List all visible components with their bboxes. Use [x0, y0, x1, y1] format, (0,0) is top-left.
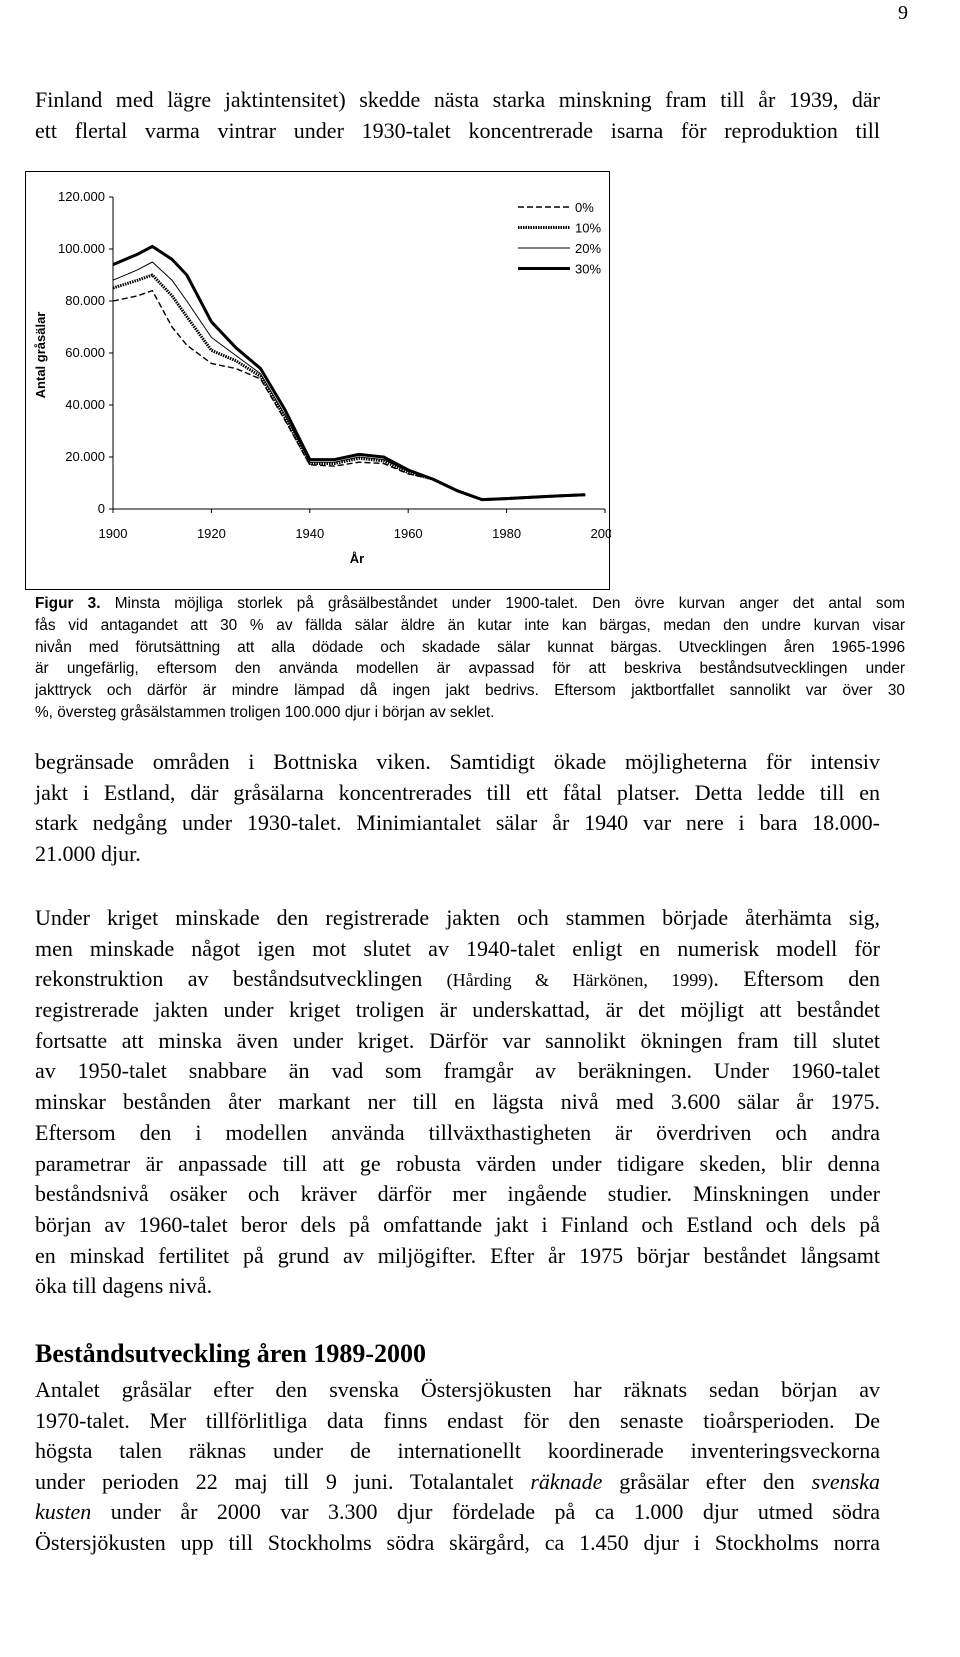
text-run: Figur 3.: [35, 595, 101, 612]
text-line: är ungefärlig, eftersom den använda mode…: [35, 660, 905, 678]
text-run: (Hårding & Härkönen, 1999): [446, 970, 714, 991]
intro-paragraph: Finland med lägre jaktintensitet) skedde…: [35, 85, 880, 146]
text-line: %, översteg gråsälstammen troligen 100.0…: [35, 703, 495, 721]
section-heading: Beståndsutveckling åren 1989-2000: [35, 1339, 426, 1368]
paragraph: Antalet gråsälar efter den svenska Öster…: [35, 1375, 880, 1559]
y-tick-label: 0: [98, 501, 105, 516]
x-axis-label: År: [350, 551, 364, 566]
page-number: 9: [898, 2, 908, 24]
figure-caption: Figur 3. Minsta möjliga storlek på gråsä…: [35, 593, 905, 724]
x-tick-label: 1980: [492, 526, 521, 541]
text-run: under år 2000 var 3.300 djur fördelade p…: [91, 1499, 880, 1525]
text-line: men minskade något igen mot slutet av 19…: [35, 935, 880, 961]
x-tick-label: 1900: [99, 526, 128, 541]
legend-label: 10%: [575, 221, 601, 236]
legend-label: 0%: [575, 200, 594, 215]
text-line: ett flertal varma vintrar under 1930-tal…: [35, 117, 880, 143]
legend-label: 30%: [575, 262, 601, 277]
chart-frame: [25, 171, 610, 590]
text-line: början av 1960-talet beror dels på omfat…: [35, 1211, 880, 1237]
text-line: Finland med lägre jaktintensitet) skedde…: [35, 87, 880, 112]
text-line: parametrar är anpassade till att ge robu…: [35, 1150, 880, 1176]
text-line: Antalet gråsälar efter den svenska Öster…: [35, 1377, 880, 1402]
text-line: jakt i Estland, där gråsälarna koncentre…: [35, 779, 880, 805]
text-run: rekonstruktion av beståndsutvecklingen: [35, 966, 447, 992]
x-tick-label: 1920: [197, 526, 226, 541]
y-tick-label: 40.000: [65, 397, 105, 412]
text-line: minskar bestånden åter markant ner till …: [35, 1089, 880, 1115]
x-tick-label: 2000: [591, 526, 611, 541]
text-line: 1970-talet. Mer tillförlitliga data finn…: [35, 1407, 880, 1433]
y-tick-label: 20.000: [65, 449, 105, 464]
text-line: Under kriget minskade den registrerade j…: [35, 905, 880, 930]
text-line: Eftersom den i modellen använda tillväxt…: [35, 1119, 880, 1145]
y-tick-label: 80.000: [65, 293, 105, 308]
series-line: [112, 273, 586, 502]
text-run: kusten: [35, 1499, 92, 1525]
text-line: av 1950-talet snabbare än vad som framgå…: [35, 1058, 880, 1084]
x-tick-label: 1940: [295, 526, 324, 541]
text-line: under perioden 22 maj till 9 juni. Total…: [35, 1467, 880, 1498]
paragraph: Under kriget minskade den registrerade j…: [35, 903, 880, 1302]
legend-label: 20%: [575, 241, 601, 256]
text-line: beståndsnivå osäker och kräver därför me…: [35, 1181, 880, 1207]
paragraph: begränsade områden i Bottniska viken. Sa…: [35, 747, 880, 870]
text-run: svenska: [811, 1468, 880, 1494]
text-line: begränsade områden i Bottniska viken. Sa…: [35, 749, 880, 774]
text-line: 21.000 djur.: [35, 841, 141, 867]
x-tick-label: 1960: [394, 526, 423, 541]
text-line: Östersjökusten upp till Stockholms södra…: [35, 1529, 880, 1555]
series-line: [112, 244, 586, 502]
text-line: rekonstruktion av beståndsutvecklingen (…: [35, 964, 880, 995]
text-line: fortsatte att minska även under kriget. …: [35, 1027, 880, 1053]
series-line: [112, 289, 586, 501]
text-run: Minsta möjliga storlek på gråsälbestånde…: [100, 595, 905, 612]
text-line: registrerade jakten under kriget trolige…: [35, 997, 880, 1023]
text-line: öka till dagens nivå.: [35, 1273, 213, 1299]
text-line: en minskad fertilitet på grund av miljög…: [35, 1242, 880, 1268]
y-tick-label: 100.000: [58, 241, 105, 256]
text-line: fås vid antagandet att 30 % av fällda sä…: [35, 616, 905, 634]
chart: 0 20.000 40.000 60.000 80.000 100.000 120.000 1…: [25, 171, 611, 590]
text-line: Figur 3. Minsta möjliga storlek på gråsä…: [35, 593, 905, 615]
text-run: gråsälar efter den: [602, 1468, 812, 1494]
text-line: nivån med förutsättning att alla dödade …: [35, 638, 905, 656]
text-line: högsta talen räknas under de internation…: [35, 1438, 880, 1464]
text-line: kusten under år 2000 var 3.300 djur förd…: [35, 1497, 880, 1528]
text-line: jakttryck och därför är mindre lämpad då…: [35, 682, 905, 700]
y-tick-label: 60.000: [65, 345, 105, 360]
text-run: . Eftersom den: [713, 966, 881, 992]
text-line: stark nedgång under 1930-talet. Minimian…: [35, 810, 880, 836]
y-tick-label: 120.000: [58, 189, 105, 204]
y-axis-label: Antal gråsälar: [33, 312, 48, 399]
text-run: räknade: [530, 1468, 603, 1494]
text-run: under perioden 22 maj till 9 juni. Total…: [35, 1468, 531, 1494]
